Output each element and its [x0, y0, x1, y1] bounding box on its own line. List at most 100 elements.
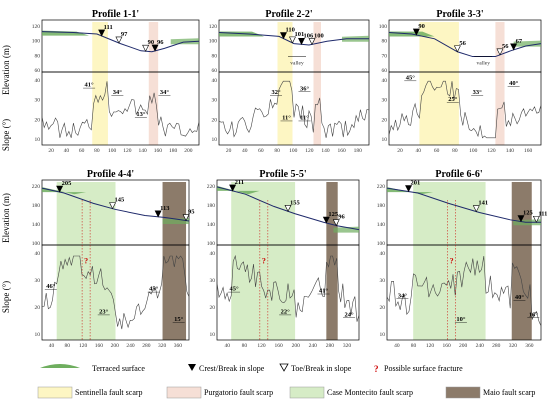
terraced-surface [217, 185, 260, 195]
elevation-tick-label: 70 [382, 53, 388, 59]
profile-panel-5: Profile 5-5' 220 180 140 100 40 30 20 10 40 80 120 1… [207, 169, 360, 349]
x-tick-label: 120 [123, 148, 132, 154]
point-elevation-label: 96 [157, 39, 164, 46]
slope-value-label: 41° [319, 288, 329, 295]
slope-frame [218, 71, 370, 146]
legend-sentinella-swatch [37, 386, 73, 399]
x-tick-label: 240 [126, 343, 135, 349]
point-elevation-label: 100 [314, 32, 324, 39]
point-elevation-label: 96 [338, 214, 345, 221]
point-elevation-label: 101 [295, 31, 305, 38]
toe-marker-icon [453, 45, 461, 53]
profile-panel-4: Profile 4-4' 220 180 140 100 40 30 20 10 40 80 120 1… [32, 169, 196, 349]
slope-value-label: 11° [282, 114, 291, 121]
sentinella-scarp-band [277, 22, 293, 145]
slope-value-label: 46° [46, 283, 56, 290]
point-elevation-label: 56 [502, 43, 509, 50]
point-elevation-label: 205 [62, 180, 73, 187]
point-elevation-label: 111 [104, 24, 113, 31]
elevation-profile-line [41, 31, 200, 53]
sentinella-scarp-band [419, 22, 459, 145]
slope-frame [388, 71, 542, 146]
slope-tick-label: 40 [380, 251, 386, 257]
slope-value-label: 25° [448, 96, 458, 103]
point-elevation-label: 97 [121, 31, 128, 38]
point-elevation-label: 90 [418, 23, 425, 30]
x-tick-label: 80 [242, 343, 248, 349]
x-tick-label: 80 [65, 343, 71, 349]
elevation-tick-label: 180 [207, 203, 216, 209]
case_montecito-scarp-band [413, 182, 486, 340]
slope-value-label: 41° [85, 82, 95, 89]
slope-value-label: 45° [149, 286, 159, 293]
elevation-tick-label: 60 [382, 68, 388, 74]
profile-panel-6: Profile 6-6' 220 180 140 100 40 30 20 10 40 80 120 1… [377, 169, 548, 349]
x-tick-label: 180 [169, 148, 178, 154]
point-elevation-label: 95 [188, 209, 195, 216]
x-tick-label: 40 [49, 343, 55, 349]
x-tick-label: 140 [138, 148, 147, 154]
legend-case-montecito-label: Case Montecito fault scarp [327, 388, 413, 397]
elevation-profile-line [216, 186, 360, 231]
x-tick-label: 40 [225, 343, 231, 349]
x-tick-label: 160 [524, 148, 533, 154]
point-elevation-label: 56 [459, 40, 466, 47]
x-tick-label: 120 [426, 343, 435, 349]
toe-marker-icon [142, 44, 150, 52]
x-tick-label: 80 [94, 148, 100, 154]
x-tick-label: 40 [394, 343, 400, 349]
x-tick-label: 280 [142, 343, 151, 349]
crest-marker-icon [98, 29, 106, 37]
valley-label: valley [290, 61, 304, 67]
x-tick-label: 40 [64, 148, 70, 154]
x-tick-label: 20 [397, 148, 403, 154]
slope-value-label: 34° [160, 89, 170, 96]
profile-panel-3: Profile 3-3' 100 80 70 60 40 30 20 10 20 40 60 80 100… [379, 9, 542, 154]
elevation-tick-label: 100 [379, 24, 388, 30]
x-tick-label: 120 [257, 343, 266, 349]
x-tick-label: 120 [305, 148, 314, 154]
elevation-tick-label: 140 [377, 222, 386, 228]
slope-value-label: 40° [515, 294, 525, 301]
toe-marker-icon [496, 48, 504, 56]
slope-frame [216, 244, 360, 341]
slope-tick-label: 40 [35, 78, 41, 84]
elevation-profile-line [388, 32, 542, 58]
elevation-tick-label: 100 [32, 39, 41, 45]
elevation-tick-label: 100 [207, 241, 216, 247]
slope-frame [41, 244, 190, 341]
x-tick-label: 280 [326, 343, 335, 349]
elevation-tick-label: 120 [209, 24, 218, 30]
profile-title: Profile 2-2' [265, 9, 313, 20]
x-tick-label: 280 [492, 343, 501, 349]
purgatorio-scarp-band [495, 22, 505, 145]
x-tick-label: 200 [292, 343, 301, 349]
slope-frame [386, 244, 542, 341]
legend-toe-icon [279, 363, 289, 372]
elevation-tick-label: 120 [32, 24, 41, 30]
terraced-surface [387, 187, 434, 195]
slope-tick-label: 20 [35, 117, 41, 123]
slope-tick-label: 20 [380, 305, 386, 311]
crest-marker-icon [56, 185, 64, 193]
x-tick-label: 160 [274, 343, 283, 349]
legend-purgatorio-label: Purgatorio fault scarp [204, 388, 273, 397]
x-tick-label: 160 [442, 343, 451, 349]
legend-maio-label: Maio fault scarp [483, 388, 535, 397]
elevation-tick-label: 80 [212, 53, 218, 59]
toe-marker-icon [284, 204, 292, 212]
elevation-tick-label: 60 [35, 68, 41, 74]
terraced-surface [42, 187, 87, 195]
elevation-tick-label: 140 [32, 222, 41, 228]
crest-marker-icon [154, 210, 162, 218]
x-tick-label: 20 [226, 148, 232, 154]
slope-tick-label: 30 [35, 98, 41, 104]
profile-title: Profile 1-1' [92, 9, 140, 20]
point-elevation-label: 201 [411, 180, 421, 187]
terraced-surface [170, 38, 199, 45]
x-tick-label: 200 [111, 343, 120, 349]
legend-crest-icon [188, 364, 196, 371]
slope-value-label: 22° [281, 308, 291, 315]
fracture-question-icon: ? [262, 257, 266, 266]
sentinella-scarp-band [92, 22, 108, 145]
